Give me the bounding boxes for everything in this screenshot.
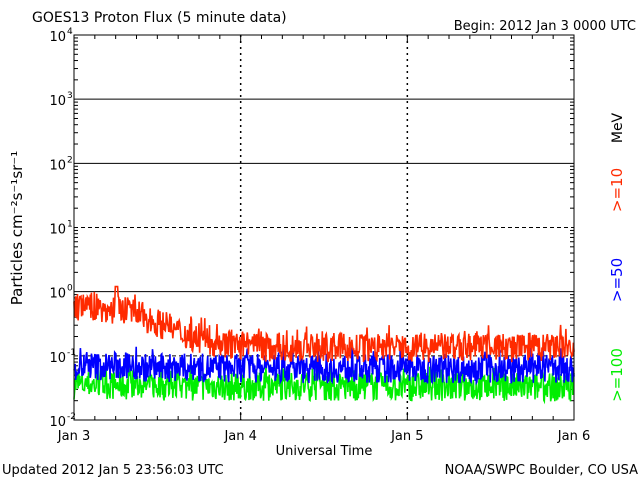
svg-text:-2: -2 [67,412,76,422]
grid-layer [74,35,574,420]
svg-text:4: 4 [67,27,73,37]
x-axis-label: Universal Time [276,444,373,459]
legend-entry: >=100 [608,348,626,402]
legend-entry: >=10 [608,168,626,212]
series-line [73,285,575,363]
series-line [73,362,575,405]
x-tick-label: Jan 3 [57,429,90,444]
plot-frame [73,34,575,421]
y-tick-label: 10 -2 [49,412,76,430]
svg-text:10: 10 [49,94,66,109]
legend-units: MeV [610,112,626,143]
legend-entry: >=50 [608,258,626,302]
credit-label: NOAA/SWPC Boulder, CO USA [445,463,638,478]
svg-text:10: 10 [49,287,66,302]
svg-text:10: 10 [49,30,66,45]
y-tick-label: 10 4 [49,27,73,45]
svg-text:-1: -1 [67,348,76,358]
svg-text:10: 10 [49,223,66,238]
y-tick-label: 10 3 [49,91,72,109]
series-line [73,346,575,386]
x-tick-label: Jan 4 [223,429,256,444]
y-tick-label: 10 0 [49,284,73,302]
y-axis-label: Particles cm⁻²s⁻¹sr⁻¹ [8,151,26,305]
svg-text:0: 0 [67,284,73,294]
y-tick-label: 10 2 [49,155,72,173]
series-layer [73,285,575,405]
x-tick-labels: Jan 3 Jan 4 Jan 5 Jan 6 [57,429,590,444]
y-tick-label: 10 1 [49,220,72,238]
x-tick-label: Jan 5 [390,429,423,444]
x-tick-label: Jan 6 [557,429,590,444]
svg-text:2: 2 [67,155,73,165]
svg-text:10: 10 [49,351,66,366]
svg-text:3: 3 [67,91,73,101]
svg-text:10: 10 [49,158,66,173]
svg-text:10: 10 [49,415,66,430]
legend: >=10 >=50 >=100 [608,168,626,402]
svg-text:1: 1 [67,220,73,230]
y-tick-label: 10 -1 [49,348,76,366]
begin-label: Begin: 2012 Jan 3 0000 UTC [454,19,636,34]
updated-timestamp: Updated 2012 Jan 5 23:56:03 UTC [2,463,224,478]
chart-title: GOES13 Proton Flux (5 minute data) [32,10,287,26]
